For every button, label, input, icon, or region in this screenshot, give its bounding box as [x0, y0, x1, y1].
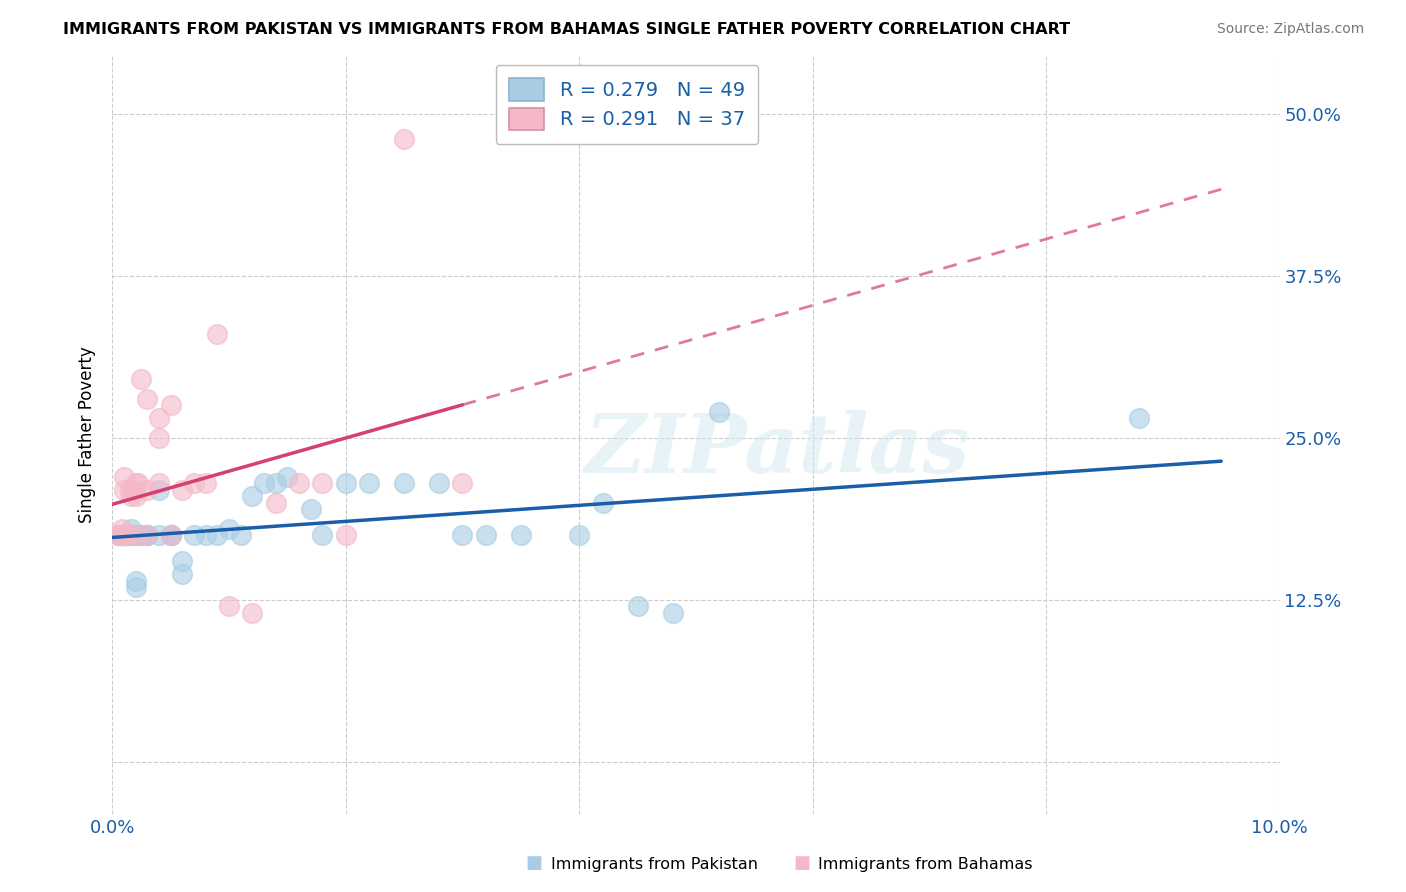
Point — [159, 528, 181, 542]
Text: Immigrants from Bahamas: Immigrants from Bahamas — [818, 857, 1033, 872]
Point — [264, 476, 287, 491]
Point — [148, 431, 170, 445]
Point — [218, 522, 240, 536]
Point — [240, 489, 263, 503]
Point — [127, 528, 149, 542]
Point — [194, 528, 217, 542]
Point — [112, 528, 135, 542]
Point — [451, 528, 474, 542]
Point — [661, 606, 683, 620]
Point — [122, 528, 145, 542]
Point — [117, 528, 139, 542]
Point — [136, 483, 159, 497]
Point — [148, 476, 170, 491]
Point — [120, 489, 142, 503]
Y-axis label: Single Father Poverty: Single Father Poverty — [79, 346, 96, 523]
Text: ZIPatlas: ZIPatlas — [585, 409, 970, 490]
Point — [172, 554, 194, 568]
Text: Immigrants from Pakistan: Immigrants from Pakistan — [551, 857, 758, 872]
Text: IMMIGRANTS FROM PAKISTAN VS IMMIGRANTS FROM BAHAMAS SINGLE FATHER POVERTY CORREL: IMMIGRANTS FROM PAKISTAN VS IMMIGRANTS F… — [63, 22, 1070, 37]
Point — [392, 476, 415, 491]
Point — [124, 528, 146, 542]
Point — [108, 528, 131, 542]
Point — [159, 528, 181, 542]
Point — [207, 326, 229, 341]
Point — [172, 483, 194, 497]
Point — [136, 528, 159, 542]
Point — [115, 528, 138, 542]
Point — [136, 528, 159, 542]
Point — [148, 528, 170, 542]
Point — [124, 489, 146, 503]
Point — [124, 580, 146, 594]
Point — [112, 528, 135, 542]
Point — [207, 528, 229, 542]
Point — [183, 476, 205, 491]
Point — [112, 483, 135, 497]
Point — [709, 405, 731, 419]
Point — [218, 599, 240, 614]
Point — [131, 528, 153, 542]
Point — [626, 599, 648, 614]
Point — [1128, 411, 1150, 425]
Point — [115, 528, 138, 542]
Point — [136, 392, 159, 406]
Point — [124, 574, 146, 588]
Point — [159, 528, 181, 542]
Point — [110, 522, 132, 536]
Point — [148, 483, 170, 497]
Text: ■: ■ — [793, 855, 810, 872]
Point — [183, 528, 205, 542]
Point — [124, 476, 146, 491]
Point — [148, 411, 170, 425]
Point — [427, 476, 450, 491]
Point — [136, 528, 159, 542]
Point — [117, 528, 139, 542]
Point — [229, 528, 252, 542]
Point — [311, 476, 333, 491]
Point — [159, 528, 181, 542]
Point — [172, 567, 194, 582]
Point — [107, 528, 129, 542]
Point — [392, 132, 415, 146]
Point — [136, 528, 159, 542]
Point — [131, 372, 153, 386]
Legend: R = 0.279   N = 49, R = 0.291   N = 37: R = 0.279 N = 49, R = 0.291 N = 37 — [495, 65, 758, 144]
Point — [568, 528, 591, 542]
Point — [451, 476, 474, 491]
Text: ■: ■ — [526, 855, 543, 872]
Point — [124, 528, 146, 542]
Point — [311, 528, 333, 542]
Point — [128, 528, 150, 542]
Text: Source: ZipAtlas.com: Source: ZipAtlas.com — [1216, 22, 1364, 37]
Point — [122, 483, 145, 497]
Point — [475, 528, 498, 542]
Point — [592, 496, 614, 510]
Point — [118, 483, 141, 497]
Point — [159, 398, 181, 412]
Point — [120, 522, 142, 536]
Point — [299, 502, 322, 516]
Point — [276, 469, 298, 483]
Point — [127, 476, 149, 491]
Point — [264, 496, 287, 510]
Point — [509, 528, 531, 542]
Point — [110, 528, 132, 542]
Point — [112, 528, 135, 542]
Point — [110, 528, 132, 542]
Point — [107, 528, 129, 542]
Point — [240, 606, 263, 620]
Point — [194, 476, 217, 491]
Point — [335, 476, 357, 491]
Point — [357, 476, 380, 491]
Point — [112, 469, 135, 483]
Point — [288, 476, 311, 491]
Point — [118, 528, 141, 542]
Point — [253, 476, 276, 491]
Point — [335, 528, 357, 542]
